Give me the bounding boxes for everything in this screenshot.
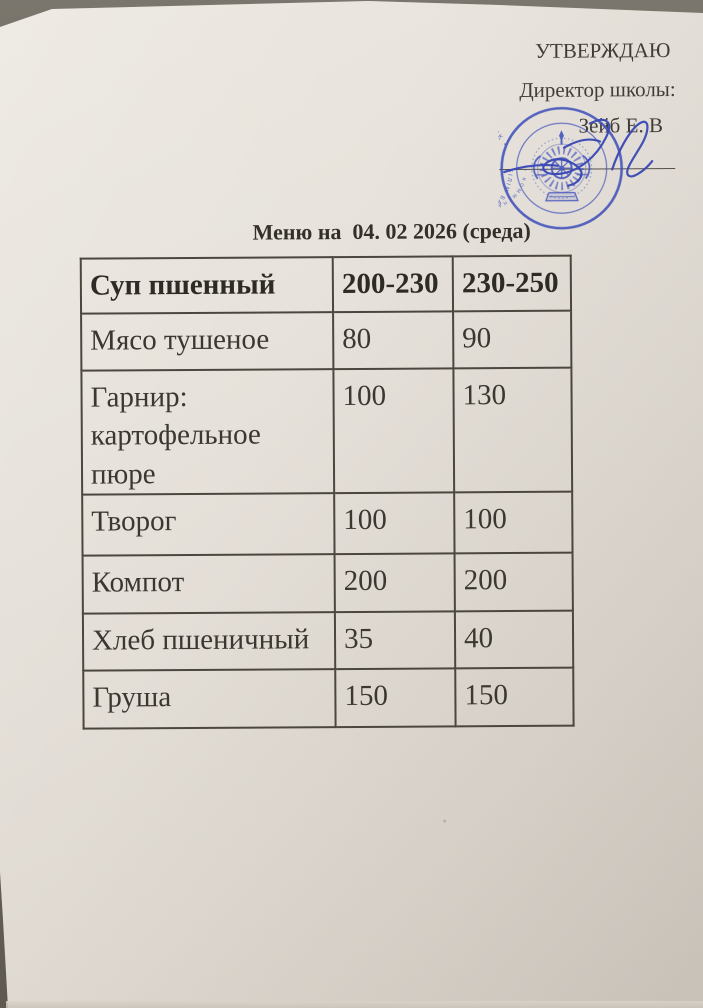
signature-icon <box>503 118 654 187</box>
menu-table: Суп пшенный 200-230 230-250 Мясо тушеное… <box>80 255 575 730</box>
table-row: Творог 100 100 <box>82 491 573 556</box>
table-row: Хлеб пшеничный 35 40 <box>82 610 574 671</box>
table-row: Груша 150 150 <box>83 667 574 729</box>
dish-cell: Хлеб пшеничный <box>82 611 336 671</box>
table-row: Мясо тушеное 80 90 <box>81 310 572 371</box>
portion-small-cell: 100 <box>333 368 455 493</box>
dish-cell: Творог <box>82 492 335 556</box>
table-row: Компот 200 200 <box>82 552 573 614</box>
portion-large-cell: 100 <box>454 491 573 554</box>
portion-small-cell: 200 <box>334 553 455 612</box>
dish-cell: Груша <box>83 668 336 729</box>
paper-bottom-edge <box>6 1001 703 1008</box>
header-portion-small-cell: 200-230 <box>332 256 454 313</box>
director-label: Директор школы: <box>519 77 676 102</box>
portion-small-cell: 100 <box>334 492 455 554</box>
table-row: Гарнир: картофельное пюре 100 130 <box>81 367 573 495</box>
round-stamp-icon: БІЛІМ БАСҚАРМАСЫНЫҢ • АСКЕЙ АУДАНЫ • МЕК… <box>498 106 623 230</box>
page-title: Меню на 04. 02 2026 (среда) <box>252 217 531 245</box>
portion-small-cell: 35 <box>334 611 456 669</box>
portion-large-cell: 130 <box>453 367 573 493</box>
portion-large-cell: 150 <box>455 667 574 727</box>
portion-small-cell: 80 <box>333 311 454 370</box>
approval-label: УТВЕРЖДАЮ <box>535 38 671 63</box>
header-dish-cell: Суп пшенный <box>80 257 334 314</box>
paper-speck <box>443 819 447 823</box>
dish-cell: Мясо тушеное <box>81 312 334 371</box>
table-header-row: Суп пшенный 200-230 230-250 <box>80 255 572 314</box>
portion-small-cell: 150 <box>335 668 456 727</box>
portion-large-cell: 90 <box>453 310 572 369</box>
portion-large-cell: 40 <box>454 610 574 669</box>
dish-cell: Компот <box>82 553 335 614</box>
dish-cell: Гарнир: картофельное пюре <box>81 369 335 495</box>
header-portion-large-cell: 230-250 <box>452 255 572 312</box>
portion-large-cell: 200 <box>454 552 573 612</box>
